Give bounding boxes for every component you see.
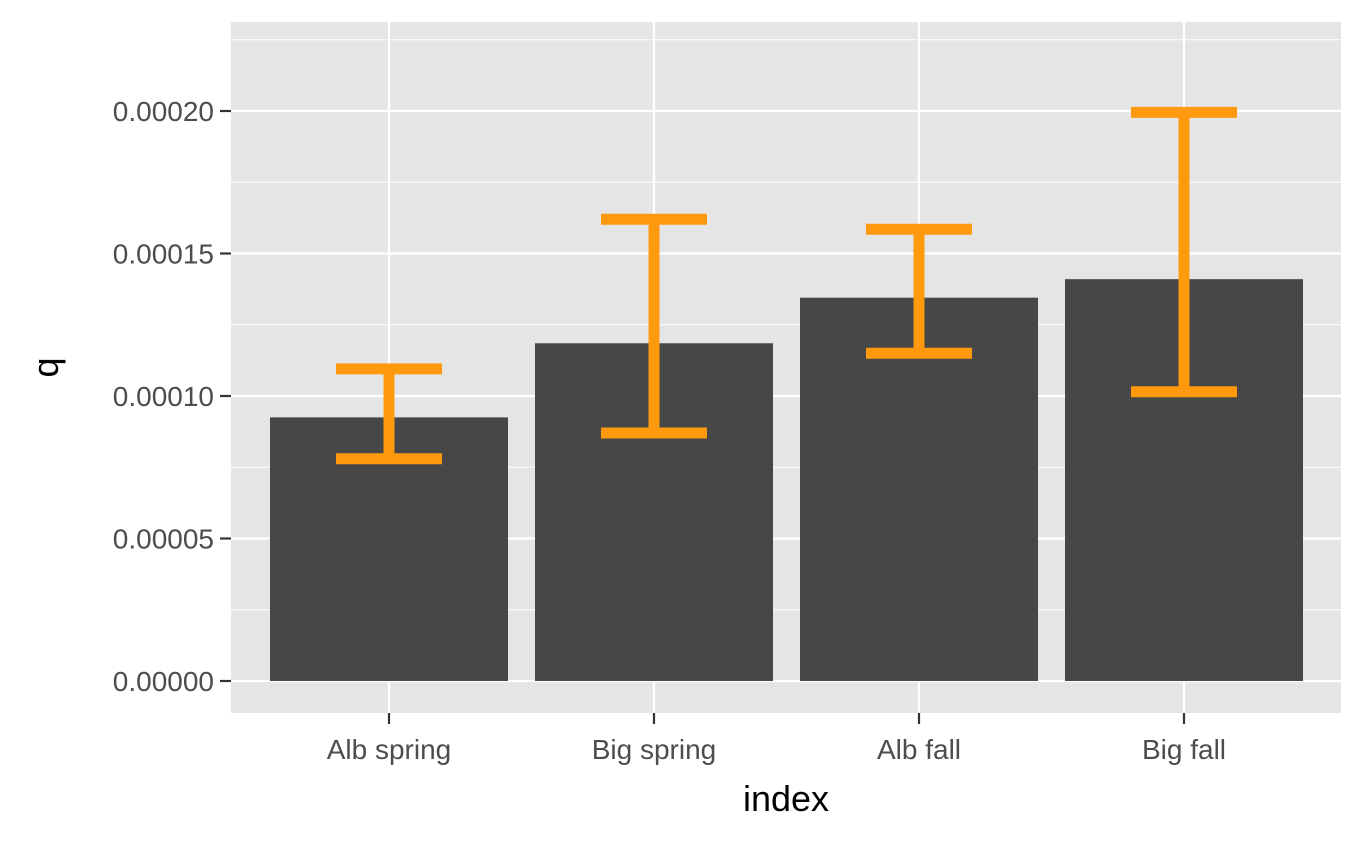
error-bar [866,223,972,359]
x-axis-title: index [743,778,829,819]
y-axis-title: q [25,357,66,377]
x-tick-label: Alb fall [877,734,961,765]
x-tick-label: Big spring [592,734,717,765]
bars [270,279,1303,681]
x-axis: Alb spring Big spring Alb fall Big fall [327,713,1226,765]
error-bar [336,363,442,465]
bar [800,297,1038,681]
error-bar [601,213,707,439]
y-tick-label: 0.00005 [113,524,214,555]
y-tick-label: 0.00010 [113,381,214,412]
error-bars [336,106,1237,465]
x-tick-label: Alb spring [327,734,452,765]
error-bar [1131,106,1237,398]
y-tick-label: 0.00020 [113,96,214,127]
y-tick-label: 0.00015 [113,239,214,270]
y-tick-label: 0.00000 [113,666,214,697]
x-tick-label: Big fall [1142,734,1226,765]
y-axis: 0.00000 0.00005 0.00010 0.00015 0.00020 [113,96,231,697]
